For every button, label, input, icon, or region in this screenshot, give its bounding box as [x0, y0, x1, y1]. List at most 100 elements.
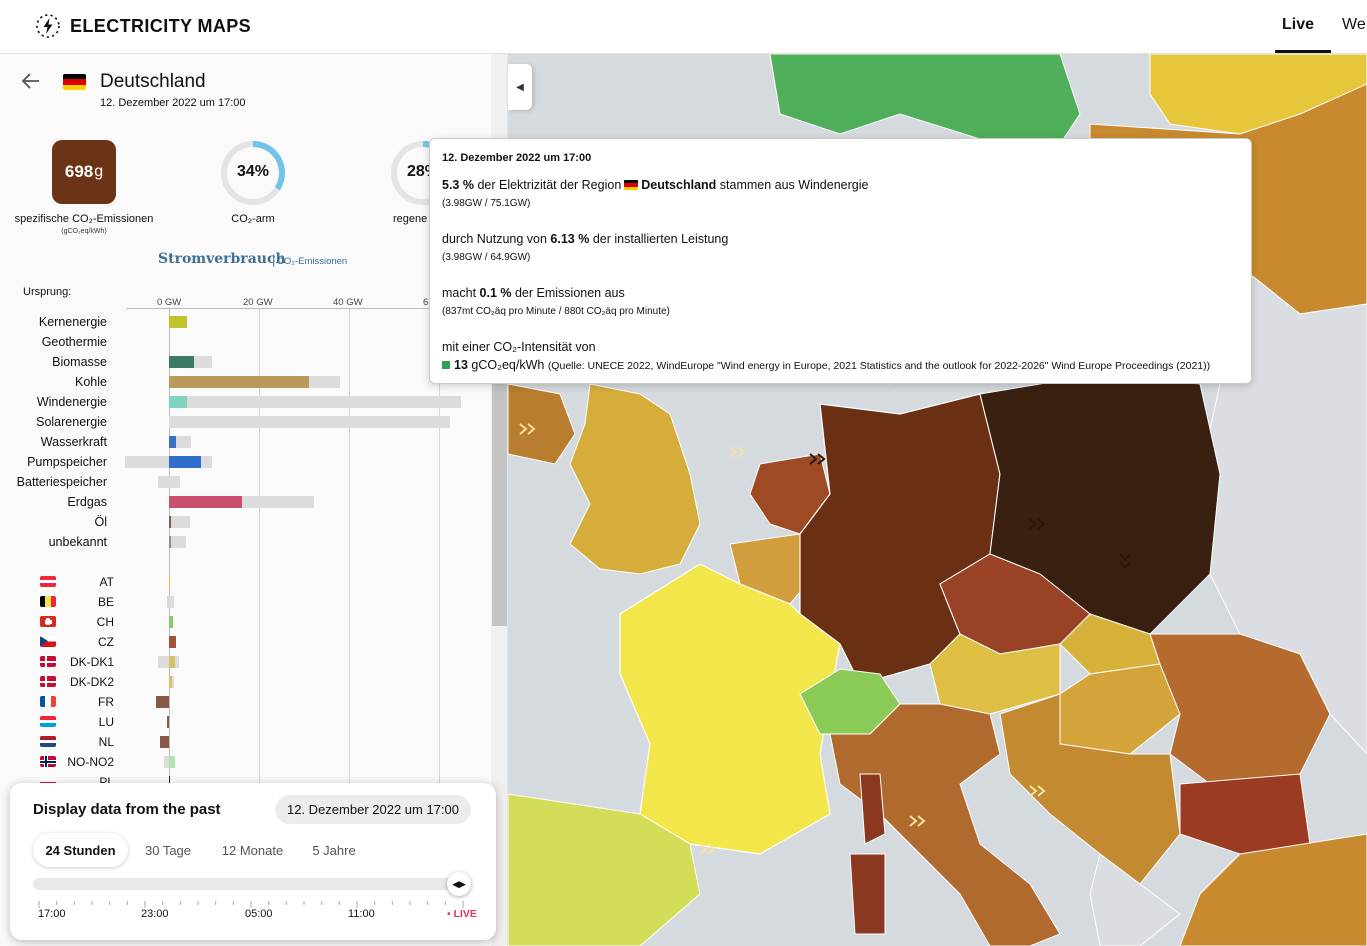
source-capacity-bar — [169, 396, 462, 408]
map-region-spain — [507, 793, 701, 946]
tooltip-date: 12. Dezember 2022 um 17:00 — [442, 152, 592, 164]
map-region-corsica — [859, 773, 886, 845]
collapse-panel-button[interactable]: ◀ — [508, 64, 532, 110]
exchange-flow-bar[interactable] — [169, 616, 173, 628]
selected-datetime-pill[interactable]: 12. Dezember 2022 um 17:00 — [275, 795, 471, 824]
exchange-row[interactable]: AT — [0, 572, 500, 592]
exchange-row[interactable]: CZ — [0, 632, 500, 652]
grid-line-20 — [259, 309, 260, 789]
time-slider-track[interactable] — [33, 878, 469, 890]
tab-electricity-consumption[interactable]: Stromverbrauch — [158, 251, 286, 267]
tooltip-share-line: 5.3 % der Elektrizität der Region Deutsch… — [442, 178, 869, 192]
exchange-row[interactable]: FR — [0, 692, 500, 712]
exchange-flow-bar[interactable] — [166, 596, 169, 608]
nav-web-link[interactable]: We — [1342, 16, 1366, 33]
exchange-zone-code: CH — [96, 615, 114, 629]
exchange-flow-bar[interactable] — [169, 776, 171, 788]
source-production-bar[interactable] — [169, 396, 187, 408]
source-row[interactable]: Solarenergie — [0, 412, 500, 432]
live-indicator[interactable]: • LIVE — [447, 908, 477, 920]
low-carbon-label: CO₂-arm — [231, 213, 275, 225]
exchange-flow-bar[interactable] — [169, 676, 172, 688]
time-label-1100: 11:00 — [348, 908, 375, 920]
country-flag-icon — [40, 576, 56, 587]
exchange-flow-bar[interactable] — [160, 736, 169, 748]
exchange-zone-code: BE — [97, 595, 114, 609]
source-negative-bar — [125, 456, 169, 468]
source-production-bar[interactable] — [169, 376, 309, 388]
brand-name: ELECTRICITY MAPS — [70, 15, 252, 36]
exchange-row[interactable]: NL — [0, 732, 500, 752]
tab-5-years[interactable]: 5 Jahre — [312, 842, 356, 858]
origin-label: Ursprung: — [23, 286, 72, 298]
carbon-intensity-unit: g — [94, 163, 104, 180]
exchange-flow-bar[interactable] — [169, 656, 175, 668]
exchange-flow-bar[interactable] — [169, 576, 171, 588]
back-arrow-icon[interactable] — [20, 70, 42, 92]
source-production-bar[interactable] — [169, 436, 176, 448]
source-row[interactable]: Erdgas — [0, 492, 500, 512]
zone-name: Deutschland — [100, 71, 206, 92]
country-flag-icon — [40, 676, 56, 687]
exchange-range-bar — [163, 756, 169, 768]
source-row[interactable]: Kernenergie — [0, 312, 500, 332]
source-row[interactable]: Wasserkraft — [0, 432, 500, 452]
source-row[interactable]: Biomasse — [0, 352, 500, 372]
time-controller-title: Display data from the past — [33, 801, 221, 818]
source-row[interactable]: unbekannt — [0, 532, 500, 552]
source-label: Geothermie — [41, 335, 107, 349]
source-capacity-bar — [169, 536, 186, 548]
tab-12-months[interactable]: 12 Monate — [221, 842, 284, 858]
source-label: Batteriespeicher — [16, 475, 107, 489]
exchange-row[interactable]: NO-NO2 — [0, 752, 500, 772]
source-row[interactable]: Pumpspeicher — [0, 452, 500, 472]
country-flag-icon — [40, 596, 56, 607]
source-capacity-bar — [169, 416, 451, 428]
exchange-row[interactable]: LU — [0, 712, 500, 732]
carbon-intensity-box: 698 g — [52, 140, 116, 204]
source-production-bar[interactable] — [169, 496, 243, 508]
source-production-bar[interactable] — [169, 516, 171, 528]
carbon-intensity-label: spezifische CO₂-Emissionen — [14, 213, 154, 225]
source-row[interactable]: Geothermie — [0, 332, 500, 352]
source-production-bar[interactable] — [169, 316, 187, 328]
wind-color-swatch — [442, 361, 450, 369]
exchange-flow-bar[interactable] — [155, 696, 169, 708]
exchange-flow-bar[interactable] — [166, 716, 169, 728]
source-production-bar[interactable] — [169, 356, 194, 368]
source-label: Biomasse — [52, 355, 107, 369]
source-capacity-bar — [169, 476, 181, 488]
country-flag-icon — [40, 656, 56, 667]
source-label: unbekannt — [48, 535, 107, 549]
exchange-flow-bar[interactable] — [169, 756, 176, 768]
source-production-bar[interactable] — [169, 536, 172, 548]
tooltip-emissions-detail: (837mt CO₂äq pro Minute / 880t CO₂äq pro… — [442, 306, 670, 317]
exchange-flow-bar[interactable] — [169, 636, 176, 648]
source-row[interactable]: Kohle — [0, 372, 500, 392]
time-slider-handle[interactable]: ◀▶ — [447, 872, 471, 896]
tab-co2-emissions[interactable]: CO₂-Emissionen — [277, 256, 348, 267]
country-flag-icon — [40, 696, 56, 707]
tab-30-days[interactable]: 30 Tage — [144, 842, 192, 858]
exchange-row[interactable]: DK-DK1 — [0, 652, 500, 672]
country-flag-icon — [40, 636, 56, 647]
exchange-zone-code: CZ — [98, 635, 114, 649]
exchange-zone-code: NL — [98, 735, 114, 749]
tab-24-hours[interactable]: 24 Stunden — [33, 833, 128, 867]
source-row[interactable]: Öl — [0, 512, 500, 532]
exchange-row[interactable]: CH — [0, 612, 500, 632]
brand-logo[interactable]: ELECTRICITY MAPS — [34, 12, 251, 40]
source-row[interactable]: Batteriespeicher — [0, 472, 500, 492]
source-label: Kernenergie — [38, 315, 107, 329]
active-nav-indicator — [1275, 50, 1331, 53]
exchange-row[interactable]: DK-DK2 — [0, 672, 500, 692]
low-carbon-ring — [221, 141, 285, 205]
tab-separator: | — [272, 252, 276, 267]
tooltip-emissions-line: macht 0.1 % der Emissionen aus — [442, 286, 625, 300]
nav-live-link[interactable]: Live — [1282, 16, 1315, 33]
source-row[interactable]: Windenergie — [0, 392, 500, 412]
exchange-row[interactable]: BE — [0, 592, 500, 612]
source-production-bar[interactable] — [169, 456, 202, 468]
country-flag-icon — [40, 716, 56, 727]
axis-line — [126, 308, 501, 309]
